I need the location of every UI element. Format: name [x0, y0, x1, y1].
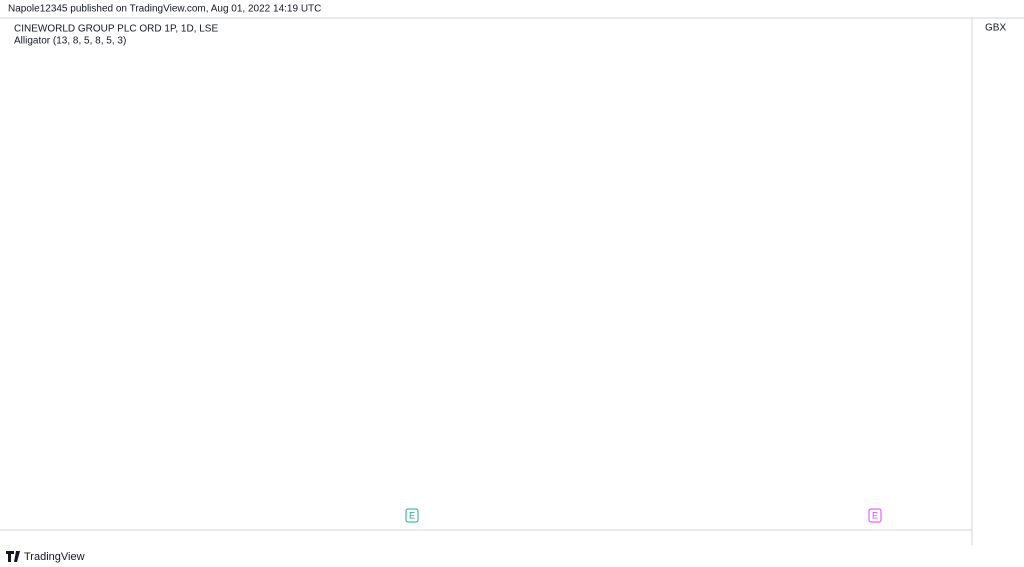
event-marker[interactable] [405, 508, 419, 523]
brand-logo [6, 551, 20, 562]
event-label: E [872, 510, 878, 520]
currency: GBX [985, 23, 1006, 34]
indicator: Alligator (13, 8, 5, 8, 5, 3) [14, 36, 126, 47]
brand: TradingView [24, 551, 85, 563]
event-label: E [409, 510, 415, 520]
symbol: CINEWORLD GROUP PLC ORD 1P, 1D, LSE [14, 24, 218, 35]
published: Napole12345 published on TradingView.com… [8, 4, 321, 15]
event-marker[interactable] [868, 508, 882, 523]
